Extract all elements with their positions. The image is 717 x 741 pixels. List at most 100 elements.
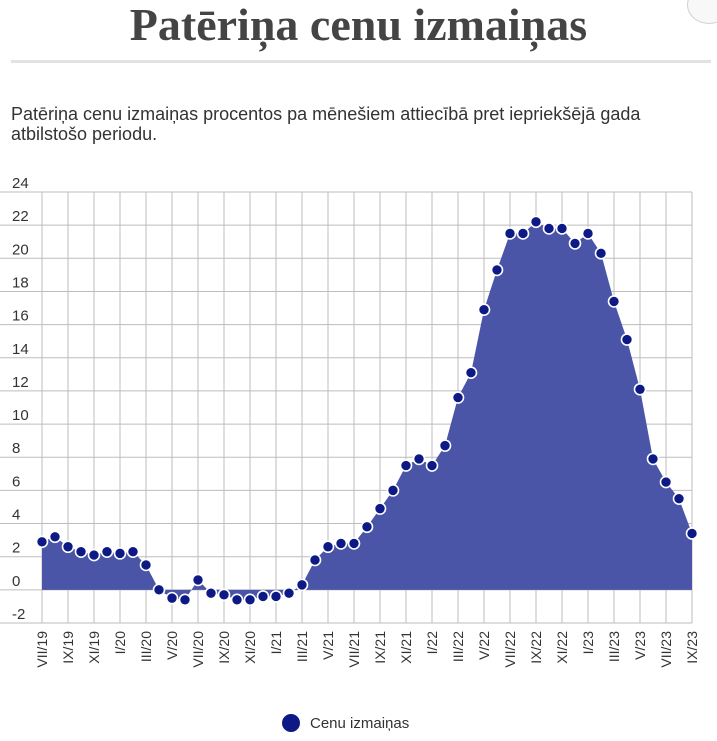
data-point xyxy=(633,382,647,396)
x-tick-label: V/20 xyxy=(164,631,180,660)
y-tick-label: 10 xyxy=(12,407,29,424)
x-tick-label: XI/21 xyxy=(398,631,414,664)
x-tick-label: VII/19 xyxy=(34,631,50,668)
data-point xyxy=(113,547,127,560)
x-tick-label: IX/21 xyxy=(372,631,388,664)
x-tick-label: V/22 xyxy=(476,631,492,660)
data-point xyxy=(139,558,153,572)
data-point xyxy=(347,537,361,550)
data-point xyxy=(581,227,595,240)
data-point xyxy=(646,452,660,466)
x-tick-label: I/20 xyxy=(112,631,128,655)
x-tick-label: I/23 xyxy=(580,631,596,655)
data-point xyxy=(334,537,348,550)
y-tick-label: 20 xyxy=(12,241,29,258)
title-divider xyxy=(11,60,711,63)
x-tick-label: IX/19 xyxy=(60,631,76,664)
data-point xyxy=(321,540,335,554)
data-point xyxy=(74,545,88,559)
x-tick-label: XI/22 xyxy=(554,631,570,664)
y-tick-label: 18 xyxy=(12,274,29,291)
data-point xyxy=(178,593,192,607)
legend-label: Cenu izmaiņas xyxy=(310,714,410,732)
x-tick-label: III/22 xyxy=(450,631,466,662)
data-point xyxy=(425,459,439,472)
series-area-layer xyxy=(42,221,692,600)
data-point xyxy=(230,593,244,607)
data-point xyxy=(165,591,179,605)
data-point xyxy=(438,439,452,452)
data-point xyxy=(100,545,114,559)
y-tick-label: -2 xyxy=(12,606,25,623)
data-point xyxy=(503,227,517,240)
x-tick-label: VII/22 xyxy=(502,631,518,668)
x-tick-label: V/23 xyxy=(632,631,648,660)
data-point xyxy=(87,548,101,562)
y-tick-label: 8 xyxy=(12,440,20,457)
data-point xyxy=(217,588,231,602)
data-point xyxy=(542,222,556,235)
x-tick-label: VII/23 xyxy=(658,631,674,668)
data-point xyxy=(490,263,504,277)
data-point xyxy=(555,222,569,235)
data-point xyxy=(191,573,205,587)
data-point xyxy=(61,540,75,554)
data-point xyxy=(282,586,296,600)
x-tick-label: V/21 xyxy=(320,631,336,660)
data-point xyxy=(620,333,634,346)
x-tick-label: VII/20 xyxy=(190,631,206,668)
data-point xyxy=(568,237,582,250)
y-tick-label: 2 xyxy=(12,540,20,557)
data-point xyxy=(35,535,49,549)
data-point xyxy=(373,502,387,515)
y-tick-label: 22 xyxy=(12,208,29,225)
data-point xyxy=(308,553,322,567)
data-point xyxy=(594,247,608,260)
x-tick-label: IX/22 xyxy=(528,631,544,664)
x-tick-label: XI/19 xyxy=(86,631,102,664)
x-tick-label: I/22 xyxy=(424,631,440,655)
x-tick-label: XI/20 xyxy=(242,631,258,664)
data-point xyxy=(412,452,426,466)
legend[interactable]: Cenu izmaiņas xyxy=(282,711,409,735)
data-point xyxy=(685,527,699,540)
y-tick-label: 14 xyxy=(12,341,29,358)
data-point xyxy=(126,545,140,559)
y-tick-label: 4 xyxy=(12,507,20,524)
x-tick-label: III/20 xyxy=(138,631,154,662)
data-point xyxy=(516,227,530,240)
series-area xyxy=(42,221,692,600)
data-point xyxy=(295,578,309,592)
y-tick-label: 0 xyxy=(12,573,20,590)
data-point xyxy=(256,590,270,603)
x-tick-label: VII/21 xyxy=(346,631,362,668)
x-tick-label: I/21 xyxy=(268,631,284,655)
data-point xyxy=(399,459,413,472)
data-point xyxy=(529,215,543,229)
legend-marker xyxy=(282,714,300,732)
data-point xyxy=(360,520,374,534)
x-tick-label: IX/20 xyxy=(216,631,232,664)
y-tick-label: 12 xyxy=(12,374,29,391)
y-tick-label: 24 xyxy=(12,175,29,192)
page-title: Patēriņa cenu izmaiņas xyxy=(129,0,588,50)
data-point xyxy=(672,492,686,505)
series-markers xyxy=(35,215,699,607)
data-point xyxy=(386,484,400,497)
data-point xyxy=(464,366,478,379)
data-point xyxy=(204,586,218,600)
x-tick-label: IX/23 xyxy=(684,631,700,664)
data-point xyxy=(152,583,166,597)
data-point xyxy=(659,475,673,489)
data-point xyxy=(477,303,491,316)
data-point xyxy=(48,530,62,544)
data-point xyxy=(451,391,465,404)
y-tick-label: 16 xyxy=(12,308,29,325)
data-point xyxy=(607,295,621,308)
x-tick-label: III/21 xyxy=(294,631,310,662)
data-point xyxy=(243,593,257,607)
y-tick-label: 6 xyxy=(12,473,20,490)
chart-subtitle: Patēriņa cenu izmaiņas procentos pa mēne… xyxy=(11,104,641,144)
